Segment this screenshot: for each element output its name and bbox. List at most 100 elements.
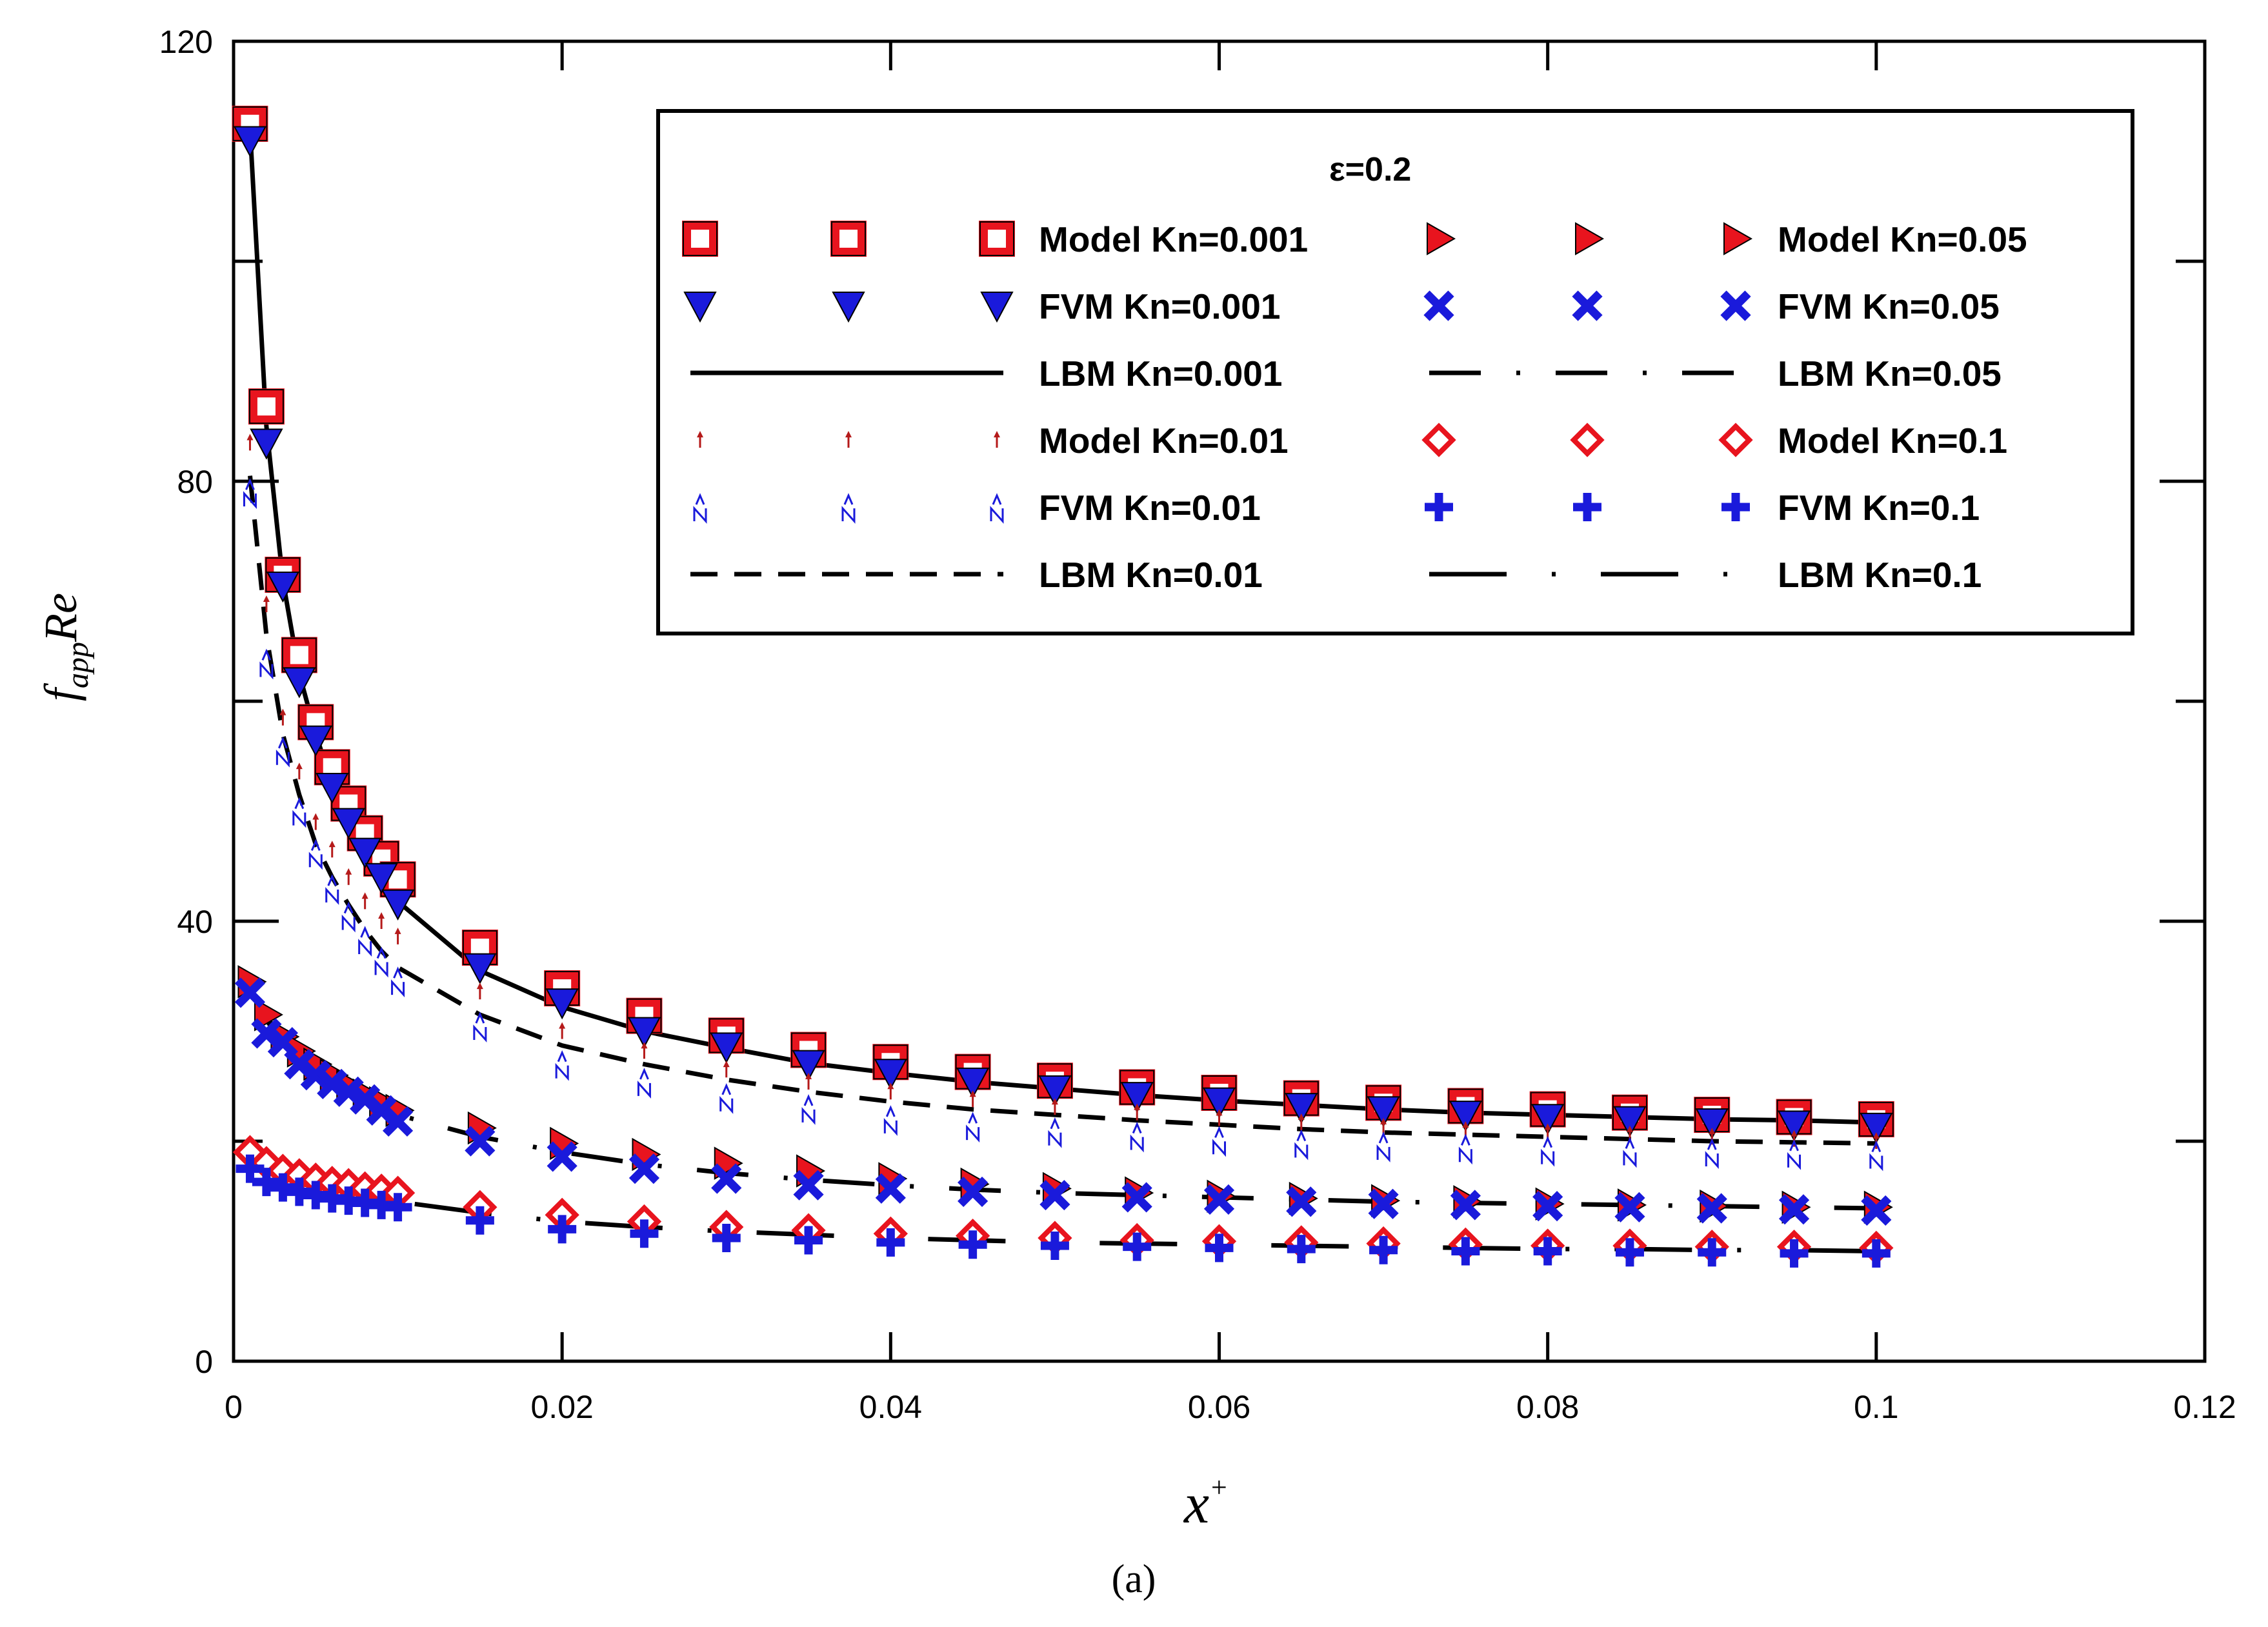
plus-marker — [1425, 493, 1453, 521]
n-arrow-shape — [1130, 1134, 1144, 1153]
legend-label: Model Kn=0.05 — [1778, 219, 2027, 259]
n-arrow-marker — [637, 1068, 651, 1099]
cross-shape — [1614, 1192, 1645, 1223]
tri-down-shape — [1285, 1093, 1318, 1124]
diamond-shape — [1718, 423, 1753, 457]
plus-marker — [1862, 1239, 1891, 1268]
plus-marker — [1040, 1231, 1069, 1260]
tri-down-marker — [1531, 1104, 1565, 1135]
arrow-head — [845, 431, 852, 437]
square-outline — [248, 389, 284, 424]
x-tick-label: 0.06 — [1188, 1389, 1250, 1425]
small-arrow-marker — [887, 1083, 894, 1100]
tri-right-marker — [254, 998, 283, 1032]
arrow-head — [641, 1042, 648, 1049]
tri-down-marker — [266, 571, 300, 603]
arrow-head — [887, 1083, 894, 1090]
cross-marker — [711, 1163, 742, 1194]
plus-marker — [236, 1154, 265, 1183]
tri-down-marker — [463, 953, 497, 984]
plus-shape — [1615, 1238, 1644, 1267]
cross-shape — [465, 1126, 496, 1157]
cross-marker — [1572, 290, 1603, 321]
n-arrow-head — [245, 478, 255, 490]
plus-shape — [1369, 1235, 1398, 1264]
n-arrow-shape — [883, 1117, 898, 1136]
plus-shape — [1425, 493, 1453, 521]
n-arrow-head — [721, 1083, 732, 1095]
n-arrow-marker — [990, 493, 1004, 524]
n-arrow-shape — [473, 1024, 487, 1043]
plus-marker — [1573, 493, 1601, 521]
n-arrow-shape — [801, 1106, 816, 1125]
cross-shape — [793, 1170, 824, 1201]
arrow-head — [263, 595, 270, 602]
cross-marker — [465, 1126, 496, 1157]
n-arrow-head — [885, 1105, 896, 1117]
cross-marker — [333, 1076, 364, 1107]
tri-down-marker — [956, 1067, 990, 1099]
small-arrow-marker — [296, 763, 303, 780]
tri-right-marker — [1575, 222, 1605, 255]
n-arrow-head — [557, 1050, 567, 1063]
tri-down-marker — [1777, 1110, 1811, 1142]
n-arrow-head — [1050, 1117, 1060, 1130]
plus-marker — [548, 1215, 577, 1244]
small-arrow-marker — [394, 927, 401, 944]
n-arrow-shape — [358, 939, 372, 957]
cross-shape — [958, 1176, 988, 1208]
n-arrow-head — [310, 839, 321, 851]
tri-down-shape — [980, 292, 1014, 323]
tri-down-marker — [250, 428, 283, 460]
plus-shape — [268, 1173, 297, 1202]
n-arrow-marker — [358, 926, 372, 957]
legend-label: FVM Kn=0.1 — [1778, 488, 1980, 528]
n-arrow-head — [1543, 1135, 1553, 1148]
tri-down-shape — [1613, 1106, 1647, 1137]
plus-shape — [236, 1154, 265, 1183]
plus-shape — [876, 1228, 905, 1257]
arrow-head — [559, 1022, 566, 1029]
n-arrow-marker — [1458, 1133, 1472, 1165]
cross-shape — [875, 1173, 906, 1204]
legend-label: FVM Kn=0.01 — [1039, 488, 1261, 528]
n-arrow-head — [992, 493, 1002, 505]
tri-down-shape — [381, 889, 415, 921]
tri-down-shape — [266, 571, 300, 603]
cross-marker — [1778, 1194, 1810, 1225]
cross-marker — [1121, 1182, 1152, 1213]
cross-shape — [1203, 1184, 1235, 1215]
tri-down-marker — [832, 292, 865, 323]
tri-down-marker — [283, 667, 316, 699]
plus-shape — [548, 1215, 577, 1244]
n-arrow-shape — [276, 749, 290, 768]
tri-right-shape — [1427, 222, 1456, 255]
tri-down-marker — [1120, 1082, 1154, 1113]
tri-down-marker — [545, 988, 579, 1020]
plus-shape — [1780, 1239, 1809, 1268]
n-arrow-shape — [1048, 1130, 1062, 1148]
arrow-head — [1134, 1103, 1141, 1110]
tri-down-shape — [1860, 1112, 1893, 1144]
diamond-shape — [1421, 423, 1456, 457]
legend: ε=0.2 Model Kn=0.001 Model Kn=0.05 FVM Kn=… — [656, 109, 2134, 635]
tri-right-shape — [1723, 222, 1753, 255]
square-marker — [248, 388, 285, 425]
tri-down-marker — [683, 292, 717, 323]
n-arrow-shape — [637, 1081, 651, 1099]
small-arrow-marker — [328, 841, 336, 858]
tri-down-shape — [348, 837, 382, 869]
n-arrow-shape — [292, 810, 306, 828]
n-arrow-marker — [259, 648, 274, 680]
n-arrow-marker — [1705, 1138, 1719, 1169]
small-arrow-marker — [641, 1042, 648, 1059]
tri-down-marker — [381, 889, 415, 921]
diamond-marker — [1421, 423, 1456, 457]
x-tick-label: 0.02 — [531, 1389, 594, 1425]
n-arrow-shape — [1705, 1151, 1719, 1169]
plus-marker — [1287, 1235, 1316, 1264]
plus-marker — [465, 1206, 494, 1235]
arrow-head — [1462, 1121, 1469, 1128]
plus-marker — [1451, 1237, 1480, 1266]
tri-down-shape — [332, 808, 365, 839]
